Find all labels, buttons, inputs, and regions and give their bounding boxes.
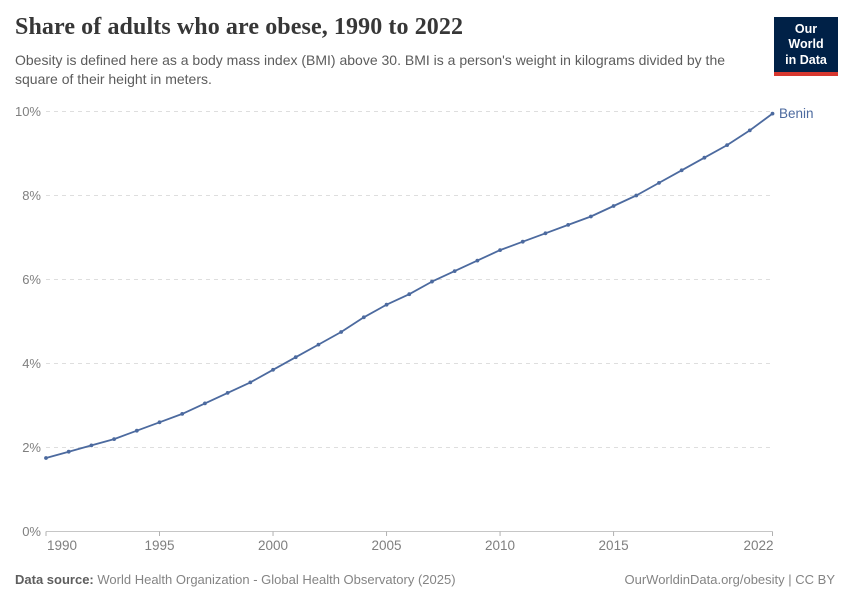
header-text: Share of adults who are obese, 1990 to 2… [15, 14, 745, 89]
x-axis-tick-label: 2022 [743, 538, 773, 553]
data-point[interactable] [657, 181, 661, 185]
data-point[interactable] [66, 449, 71, 454]
data-point[interactable] [384, 302, 389, 307]
data-point[interactable] [770, 111, 775, 116]
y-axis-tick-label: 6% [22, 272, 41, 287]
data-point[interactable] [452, 269, 457, 273]
data-point[interactable] [430, 279, 434, 284]
data-point[interactable] [543, 231, 548, 236]
data-point[interactable] [679, 168, 684, 173]
data-point[interactable] [361, 315, 366, 320]
data-point[interactable] [44, 456, 48, 460]
data-point[interactable] [316, 342, 321, 347]
data-point[interactable] [225, 391, 230, 395]
data-point[interactable] [339, 330, 344, 334]
data-point[interactable] [407, 292, 412, 297]
data-point[interactable] [634, 193, 639, 198]
data-point[interactable] [271, 367, 275, 372]
x-axis-tick-label: 2010 [485, 538, 515, 553]
data-point[interactable] [203, 401, 207, 406]
data-point[interactable] [134, 428, 139, 433]
y-axis-tick-label: 8% [22, 188, 41, 203]
data-point[interactable] [293, 355, 298, 360]
owid-logo-line2: in Data [785, 52, 827, 67]
data-point[interactable] [498, 248, 502, 253]
x-axis-tick-label: 2015 [599, 538, 629, 553]
data-point[interactable] [157, 420, 162, 425]
x-axis-tick-label: 2000 [258, 538, 288, 553]
data-point[interactable] [702, 155, 707, 160]
trend-line[interactable] [45, 112, 774, 459]
data-source-note: Data source: World Health Organization -… [15, 572, 456, 587]
chart-header: Share of adults who are obese, 1990 to 2… [15, 14, 838, 89]
data-point[interactable] [89, 443, 94, 448]
y-axis-tick-label: 0% [22, 524, 41, 539]
data-point[interactable] [588, 214, 593, 219]
chart-footer: Data source: World Health Organization -… [15, 572, 835, 587]
data-point[interactable] [611, 204, 616, 208]
attribution-link[interactable]: OurWorldinData.org/obesity | CC BY [624, 572, 836, 587]
entity-label[interactable]: Benin [779, 106, 814, 121]
owid-logo-line1: Our World [788, 22, 824, 52]
data-point[interactable] [725, 143, 729, 148]
data-point[interactable] [248, 380, 253, 385]
data-point[interactable] [112, 437, 117, 441]
owid-logo[interactable]: Our World in Data [774, 17, 838, 76]
y-axis-tick-label: 4% [22, 356, 41, 371]
y-axis-tick-label: 2% [22, 440, 41, 455]
x-axis-tick-label: 1990 [47, 538, 77, 553]
data-source-label: Data source: [15, 572, 94, 587]
data-source-text[interactable]: World Health Organization - Global Healt… [97, 572, 456, 587]
x-axis-tick-label: 2005 [372, 538, 402, 553]
data-point[interactable] [475, 258, 480, 263]
data-point[interactable] [747, 128, 752, 133]
data-point[interactable] [520, 239, 525, 244]
chart-title: Share of adults who are obese, 1990 to 2… [15, 14, 464, 40]
y-axis-tick-label: 10% [15, 104, 41, 119]
chart-subtitle: Obesity is defined here as a body mass i… [15, 51, 726, 87]
data-point[interactable] [566, 223, 571, 227]
x-axis-tick-label: 1995 [144, 538, 174, 553]
data-point[interactable] [180, 412, 185, 416]
